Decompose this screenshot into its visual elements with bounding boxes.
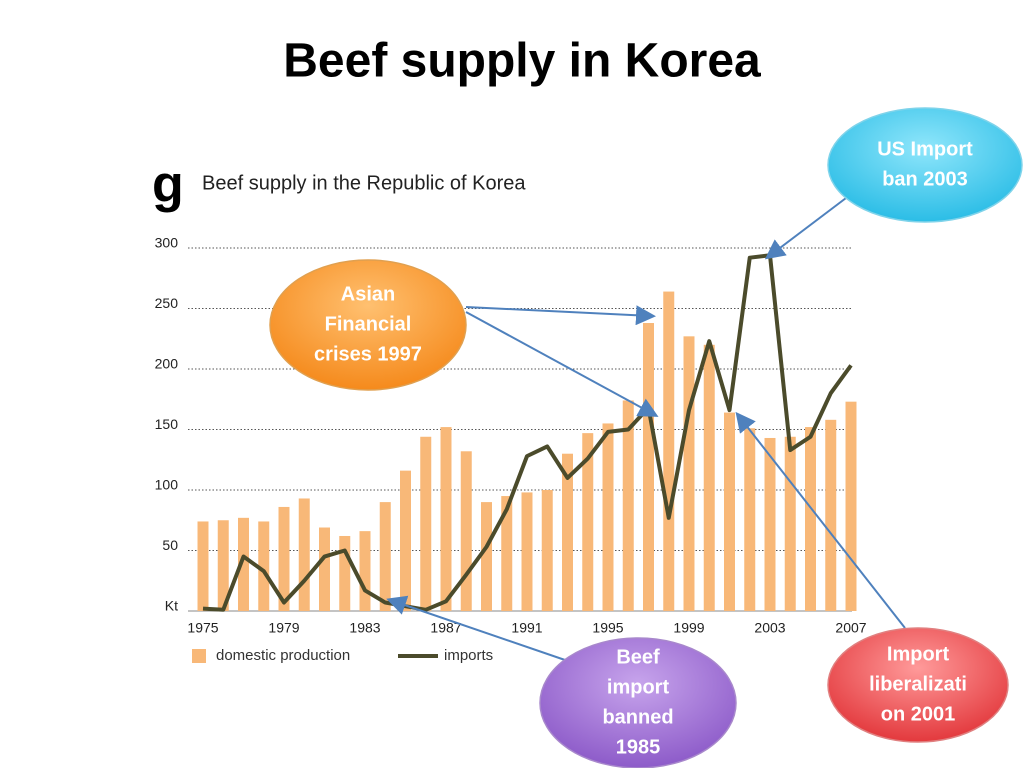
annotation-text: on 2001	[881, 703, 955, 725]
line	[202, 253, 853, 612]
legend-label: domestic production	[216, 647, 350, 664]
annotation-text: liberalizati	[869, 673, 967, 695]
bar	[602, 423, 614, 611]
annotation-text: Beef	[616, 646, 660, 668]
y-tick-label: 300	[155, 235, 179, 251]
x-tick-label: 2003	[754, 620, 785, 636]
x-tick-label: 1991	[511, 620, 542, 636]
x-tick-label: 1979	[268, 620, 299, 636]
bar	[562, 453, 573, 611]
bar	[481, 502, 492, 611]
bar	[521, 492, 533, 611]
bar	[541, 490, 553, 611]
annotation-arrow	[764, 194, 851, 260]
bar	[298, 498, 310, 611]
annotation-text: ban 2003	[882, 168, 968, 190]
y-tick-label: Kt	[165, 598, 178, 614]
annotation-text: import	[607, 676, 670, 698]
y-tick-label: 200	[155, 356, 179, 372]
slide-title: Beef supply in Korea	[283, 35, 761, 88]
x-tick-label: 1983	[349, 620, 380, 636]
bar	[278, 506, 290, 611]
bar	[197, 521, 209, 611]
bar	[379, 502, 391, 611]
bar	[460, 451, 472, 611]
annotation-text: Import	[887, 643, 950, 665]
bar	[238, 517, 249, 611]
bar	[217, 520, 229, 611]
y-tick-label: 250	[155, 295, 179, 311]
annotation-bubble	[827, 107, 1023, 223]
annotation-text: banned	[602, 706, 673, 728]
bar	[339, 535, 351, 611]
legend-swatch	[192, 649, 206, 663]
bar	[622, 400, 634, 611]
bar	[663, 291, 675, 611]
bar	[744, 428, 756, 611]
x-tick-label: 1995	[592, 620, 623, 636]
bar	[319, 527, 330, 611]
annotation-bubble	[827, 627, 1009, 743]
x-tick-label: 1987	[430, 620, 461, 636]
chart-title: Beef supply in the Republic of Korea	[202, 172, 526, 194]
bar	[400, 470, 411, 611]
bar	[784, 436, 796, 611]
y-tick-label: 150	[155, 416, 179, 432]
bar	[359, 531, 371, 611]
annotation-arrow	[465, 311, 659, 417]
plot: Kt 50 100 150 200 250 300 1975 1979 1983 1987 1991 1…	[155, 235, 867, 664]
bar	[643, 323, 654, 611]
annotation-bubble	[269, 259, 467, 391]
x-tick-label: 1975	[187, 620, 218, 636]
annotations: US Import ban 2003 Asian Financial crises 19…	[269, 107, 1023, 768]
annotation-text: Financial	[325, 313, 412, 335]
annotation-arrow	[386, 595, 566, 661]
annotation-text: Asian	[341, 283, 395, 305]
annotation-text: 1985	[616, 736, 661, 758]
bar	[703, 344, 715, 611]
bar	[683, 336, 695, 611]
annotation-arrow	[735, 411, 906, 629]
x-tick-label: 2007	[835, 620, 866, 636]
y-tick-label: 50	[162, 537, 178, 553]
bar	[805, 427, 816, 611]
bar	[724, 412, 735, 611]
bar	[420, 436, 432, 611]
bar	[845, 401, 857, 611]
x-tick-label: 1999	[673, 620, 704, 636]
chart-label: g	[152, 156, 184, 214]
annotation-text: US Import	[877, 138, 973, 160]
bar	[582, 433, 594, 611]
annotation-text: crises 1997	[314, 343, 422, 365]
annotation-bubble	[539, 637, 737, 768]
y-tick-label: 100	[155, 477, 179, 493]
legend-label: imports	[444, 647, 493, 664]
annotation-arrow	[465, 305, 656, 326]
bar	[258, 521, 270, 611]
bar	[764, 437, 776, 611]
bar	[501, 496, 513, 611]
bar	[825, 419, 837, 611]
bar	[440, 427, 452, 611]
